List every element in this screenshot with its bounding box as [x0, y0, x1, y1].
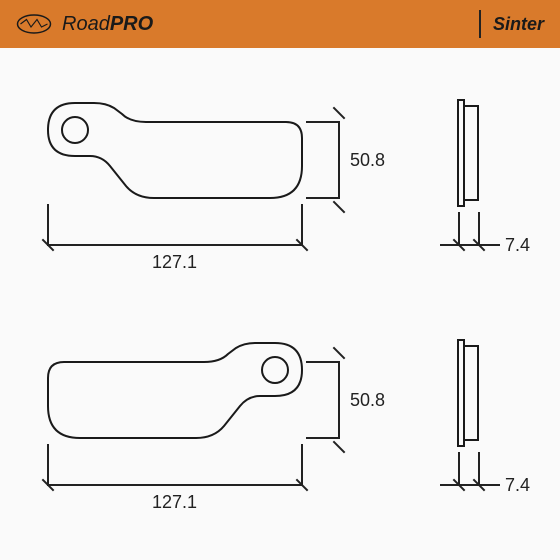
dim-width-1-label: 127.1 [152, 252, 197, 273]
header-divider [479, 10, 481, 38]
dim-height-1-label: 50.8 [350, 150, 385, 171]
pad-face-2 [30, 318, 320, 458]
header-bar: RoadPRO Sinter [0, 0, 560, 48]
pad-face-1 [30, 78, 320, 218]
dim-thickness-1-label: 7.4 [505, 235, 530, 256]
subbrand-text: Sinter [493, 14, 544, 35]
dim-thickness-2-label: 7.4 [505, 475, 530, 496]
pad-side-2 [450, 338, 490, 448]
brand-prefix: Road [62, 13, 110, 35]
pad-row-2: 50.8 127.1 7.4 [0, 308, 560, 528]
diagram-area: 50.8 127.1 7.4 [0, 48, 560, 560]
logo-icon [16, 12, 52, 36]
dim-height-2-label: 50.8 [350, 390, 385, 411]
brand-suffix: PRO [110, 13, 153, 35]
pad-row-1: 50.8 127.1 7.4 [0, 68, 560, 288]
subbrand-group: Sinter [479, 10, 544, 38]
pad-side-1 [450, 98, 490, 208]
dim-width-2-label: 127.1 [152, 492, 197, 513]
brand-group: RoadPRO [16, 12, 153, 36]
brand-text: RoadPRO [62, 13, 153, 36]
